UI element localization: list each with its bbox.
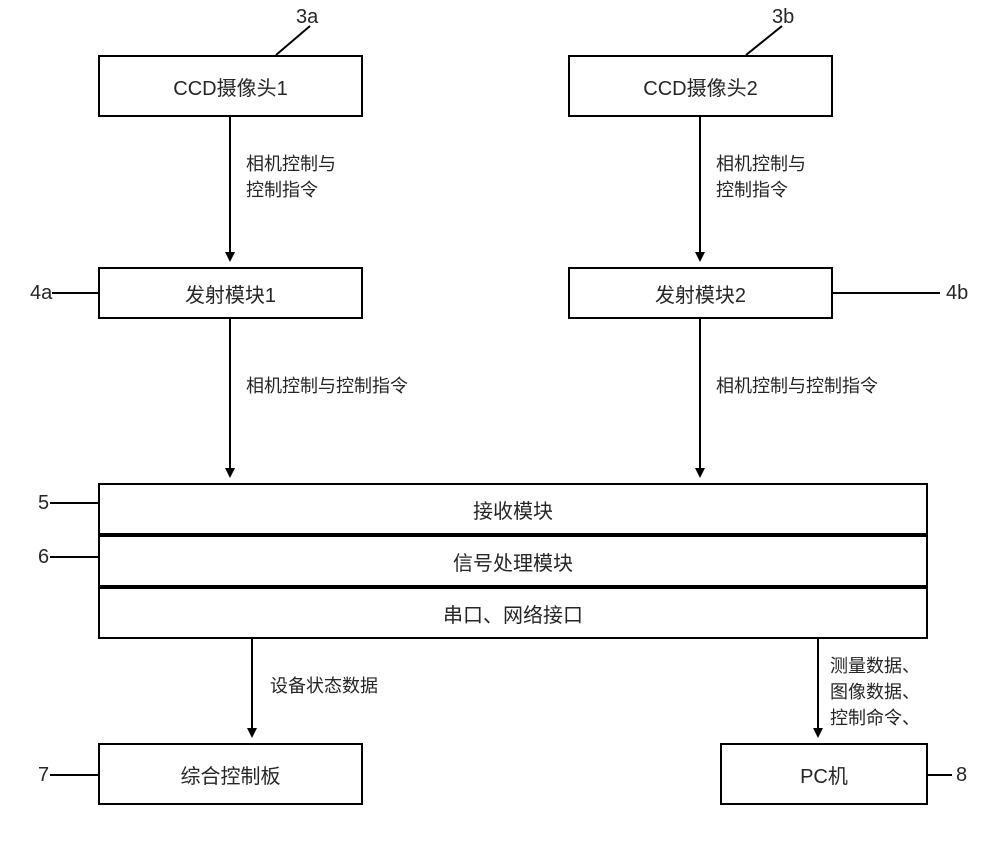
edge-label-iface-ctrl: 设备状态数据 (270, 672, 378, 698)
edge-label-tx2-rx: 相机控制与控制指令 (716, 372, 878, 398)
node-label: CCD摄像头2 (643, 72, 757, 101)
node-camera-1: CCD摄像头1 (98, 55, 363, 117)
node-label: 信号处理模块 (453, 547, 573, 576)
node-label: PC机 (800, 760, 848, 789)
callout-7: 7 (38, 764, 49, 787)
callout-6: 6 (38, 546, 49, 569)
node-label: 串口、网络接口 (443, 599, 583, 628)
callout-3b: 3b (772, 6, 794, 29)
node-label: CCD摄像头1 (173, 72, 287, 101)
node-label: 接收模块 (473, 495, 553, 524)
edge-label-tx1-rx: 相机控制与控制指令 (246, 372, 408, 398)
node-label: 发射模块1 (185, 279, 276, 308)
node-receive: 接收模块 (98, 483, 928, 535)
node-label: 发射模块2 (655, 279, 746, 308)
node-control-board: 综合控制板 (98, 743, 363, 805)
callout-3a: 3a (296, 6, 318, 29)
node-interface: 串口、网络接口 (98, 587, 928, 639)
node-transmit-2: 发射模块2 (568, 267, 833, 319)
edge-label-cam2-tx2: 相机控制与 控制指令 (716, 150, 806, 202)
callout-4b: 4b (946, 282, 968, 305)
callout-8: 8 (956, 764, 967, 787)
callout-4a: 4a (30, 282, 52, 305)
node-transmit-1: 发射模块1 (98, 267, 363, 319)
node-signal-process: 信号处理模块 (98, 535, 928, 587)
node-label: 综合控制板 (181, 760, 281, 789)
node-pc: PC机 (720, 743, 928, 805)
edge-label-cam1-tx1: 相机控制与 控制指令 (246, 150, 336, 202)
node-camera-2: CCD摄像头2 (568, 55, 833, 117)
edge-label-iface-pc: 测量数据、 图像数据、 控制命令、 (830, 652, 920, 730)
callout-5: 5 (38, 492, 49, 515)
